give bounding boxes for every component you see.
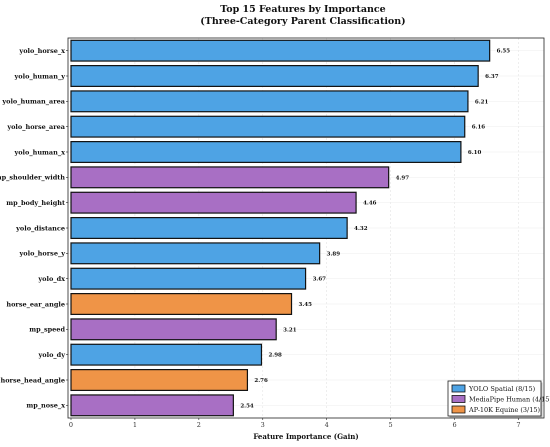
bar-yolo-horse-x [70,39,491,62]
x-tick-label: 3 [261,421,265,429]
value-label: 3.21 [283,327,297,333]
value-label: 6.21 [475,99,489,105]
value-label: 6.55 [497,49,511,55]
bar-mp-nose-x [70,394,234,417]
labels-layer: 6.55 yolo_horse_x 6.37 yolo_human_y 6.21 yolo… [0,47,510,410]
category-label: mp_body_height [6,199,65,207]
category-label: yolo_distance [15,224,65,232]
plot-frame [67,37,545,419]
category-label: yolo_horse_area [6,123,65,131]
legend-swatch [451,405,466,414]
category-label: yolo_horse_y [19,250,66,258]
bar-yolo-human-y [70,65,479,87]
legend-label: MediaPipe Human (4/15) [469,396,550,404]
legend-swatch [451,384,466,393]
bar-mp-shoulder-width [70,166,390,189]
chart-subtitle: (Three-Category Parent Classification) [200,16,405,27]
x-tick-label: 5 [389,421,393,429]
x-tick-label: 2 [197,421,201,429]
category-label: yolo_dy [38,351,66,359]
x-tick-label: 0 [69,421,73,429]
value-label: 4.97 [396,175,410,181]
category-label: yolo_human_area [1,98,65,106]
category-label: horse_head_angle [1,376,66,384]
bar-yolo-distance [70,217,348,239]
bar-horse-ear-angle [70,293,293,315]
x-tick-label: 1 [133,421,137,429]
value-label: 2.76 [254,378,268,384]
legend-label: YOLO Spatial (8/15) [468,385,536,393]
bars-layer [70,39,491,417]
x-axis-label: Feature Importance (Gain) [253,432,358,441]
value-label: 2.54 [240,403,254,409]
chart-title: Top 15 Features by Importance [220,4,385,15]
x-tick-label: 4 [325,421,329,429]
bar-horse-head-angle [70,369,249,391]
category-label: mp_nose_x [26,402,65,410]
bar-yolo-horse-area [70,115,466,138]
bar-yolo-human-x [70,141,462,163]
value-label: 4.46 [363,201,377,207]
x-tick-label: 7 [516,421,520,429]
bar-yolo-dy [70,343,263,366]
bar-mp-body-height [70,191,357,214]
value-label: 4.32 [354,226,368,232]
value-label: 6.16 [472,125,486,131]
legend: YOLO Spatial (8/15) MediaPipe Human (4/15… [447,380,550,418]
value-label: 3.45 [299,302,313,308]
value-label: 2.98 [268,353,282,359]
x-axis-ticks: 0 1 2 3 4 5 6 7 [69,418,521,429]
value-label: 6.37 [485,74,499,80]
bar-yolo-dx [70,267,307,290]
category-label: yolo_horse_x [18,47,65,55]
value-label: 6.10 [468,150,482,156]
x-tick-label: 6 [452,421,456,429]
category-label: mp_speed [29,326,65,334]
value-label: 3.89 [327,251,341,257]
category-label: mp_shoulder_width [0,174,65,182]
bar-yolo-horse-y [70,242,321,265]
bar-yolo-human-area [70,90,469,113]
category-label: yolo_human_x [13,148,65,156]
category-label: yolo_dx [37,275,65,283]
bar-mp-speed [70,318,277,341]
category-label: horse_ear_angle [6,300,65,308]
category-label: yolo_human_y [14,72,66,80]
legend-swatch [451,395,466,403]
legend-label: AP-10K Equine (3/15) [468,406,541,414]
value-label: 3.67 [313,277,327,283]
